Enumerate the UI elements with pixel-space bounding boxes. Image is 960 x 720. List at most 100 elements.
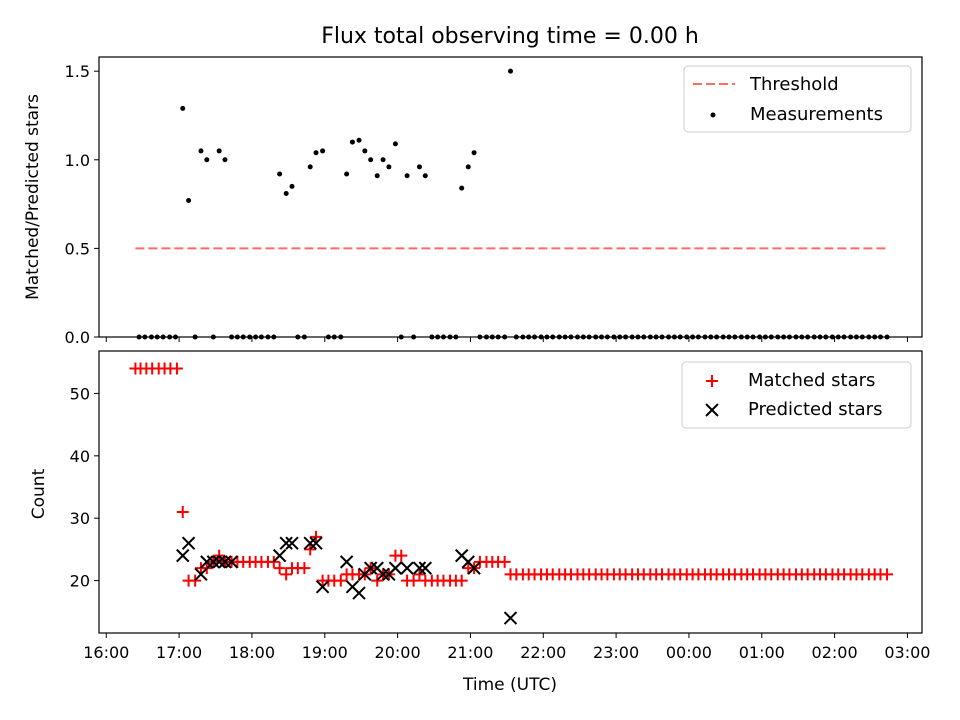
bottom-legend-box [681,361,912,429]
measurement-point [471,150,477,156]
predicted-star-marker [285,536,299,550]
legend-measurements-label: Measurements [750,104,883,125]
measurement-point [362,148,368,154]
bottom-y-tick-label: 40 [70,447,90,466]
top-y-tick-label: 1.0 [65,151,90,170]
x-tick-label: 03:00 [884,643,930,662]
predicted-star-marker [412,561,427,575]
predicted-star-marker [218,555,232,569]
measurement-point [307,164,313,170]
measurement-point [186,198,192,204]
matched-star-marker [280,568,293,581]
matched-star-marker [200,562,213,575]
measurement-point [204,157,210,163]
predicted-star-marker [212,555,226,569]
legend-measurements-swatch [710,112,716,118]
matched-star-marker [310,530,323,543]
predicted-star-marker [352,586,366,600]
measurement-point [465,164,471,170]
predicted-star-marker [363,561,378,575]
top-panel: Flux total observing time = 0.00 h Match… [23,24,923,347]
matched-star-marker [395,549,408,562]
x-tick-label: 21:00 [447,643,493,662]
matched-star-marker [213,549,226,562]
measurement-point [349,139,355,145]
x-tick-label: 19:00 [302,643,348,662]
top-plot-frame [98,56,923,338]
top-legend-box [683,65,912,133]
predicted-star-marker [388,561,403,575]
predicted-star-marker [176,548,190,563]
measurement-point [386,164,392,170]
predicted-star-marker [303,536,317,550]
matched-star-marker [498,555,511,568]
matched-star-marker [371,574,384,587]
predicted-stars-series [176,536,518,625]
measurement-point [356,137,362,143]
top-y-tick-label: 1.5 [65,62,90,81]
measurement-point [459,185,465,191]
matched-star-marker [407,574,420,587]
legend-matched-label: Matched stars [748,370,875,391]
predicted-star-marker [200,555,214,569]
x-tick-label: 18:00 [229,643,275,662]
chart-title: Flux total observing time = 0.00 h [321,24,699,49]
measurement-point [392,141,398,147]
matched-star-marker [881,568,894,581]
predicted-star-marker [309,536,323,550]
predicted-star-marker [206,555,221,569]
x-tick-label: 20:00 [375,643,421,662]
x-tick-label: 23:00 [593,643,639,662]
predicted-star-marker [467,561,481,575]
legend-matched-swatch [706,375,718,387]
measurement-point [277,171,283,177]
matched-star-marker [298,562,311,575]
predicted-star-marker [315,580,330,594]
x-tick-label: 00:00 [666,643,712,662]
x-tick-label: 17:00 [156,643,202,662]
matched-star-marker [189,574,202,587]
measurement-point [216,148,222,154]
top-y-axis-label: Matched/Predicted stars [23,94,43,300]
x-axis-label: Time (UTC) [462,675,557,695]
measurement-point [222,157,228,163]
bottom-y-tick-label: 20 [70,572,90,591]
measurement-point [289,183,295,189]
legend-threshold-label: Threshold [749,74,839,95]
bottom-y-tick-label: 30 [70,509,90,528]
measurement-point [344,171,350,177]
measurement-point [198,148,204,154]
predicted-star-marker [339,555,354,569]
matched-star-marker [455,574,468,587]
top-y-tick-label: 0.5 [65,239,90,258]
matched-star-marker [170,362,183,375]
legend-predicted-swatch [705,403,719,417]
matched-star-marker [176,505,189,518]
matched-star-marker [334,574,347,587]
matched-star-marker [267,555,280,568]
measurement-point [422,173,428,179]
measurement-point [404,173,410,179]
bottom-y-axis-label: Count [29,468,49,519]
measurement-point [416,164,422,170]
measurement-point [368,157,374,163]
predicted-star-marker [224,555,239,569]
matched-star-marker [304,543,317,556]
top-y-tick-label: 0.0 [65,328,90,347]
measurement-point [320,148,326,154]
top-axis-ticks: 0.0 0.5 1.0 1.5 [65,62,908,347]
bottom-legend: Matched stars Predicted stars [681,361,912,429]
measurement-point [508,68,513,74]
matched-stars-series [129,362,894,587]
top-legend: Threshold Measurements [683,65,912,133]
bottom-plot-frame [98,350,923,634]
x-tick-label: 16:00 [83,643,129,662]
predicted-star-marker [376,567,390,582]
measurement-point [313,150,319,156]
predicted-star-marker [418,561,432,575]
predicted-star-marker [194,567,208,582]
predicted-star-marker [503,611,518,625]
x-tick-label: 01:00 [739,643,785,662]
measurement-point [283,190,289,196]
